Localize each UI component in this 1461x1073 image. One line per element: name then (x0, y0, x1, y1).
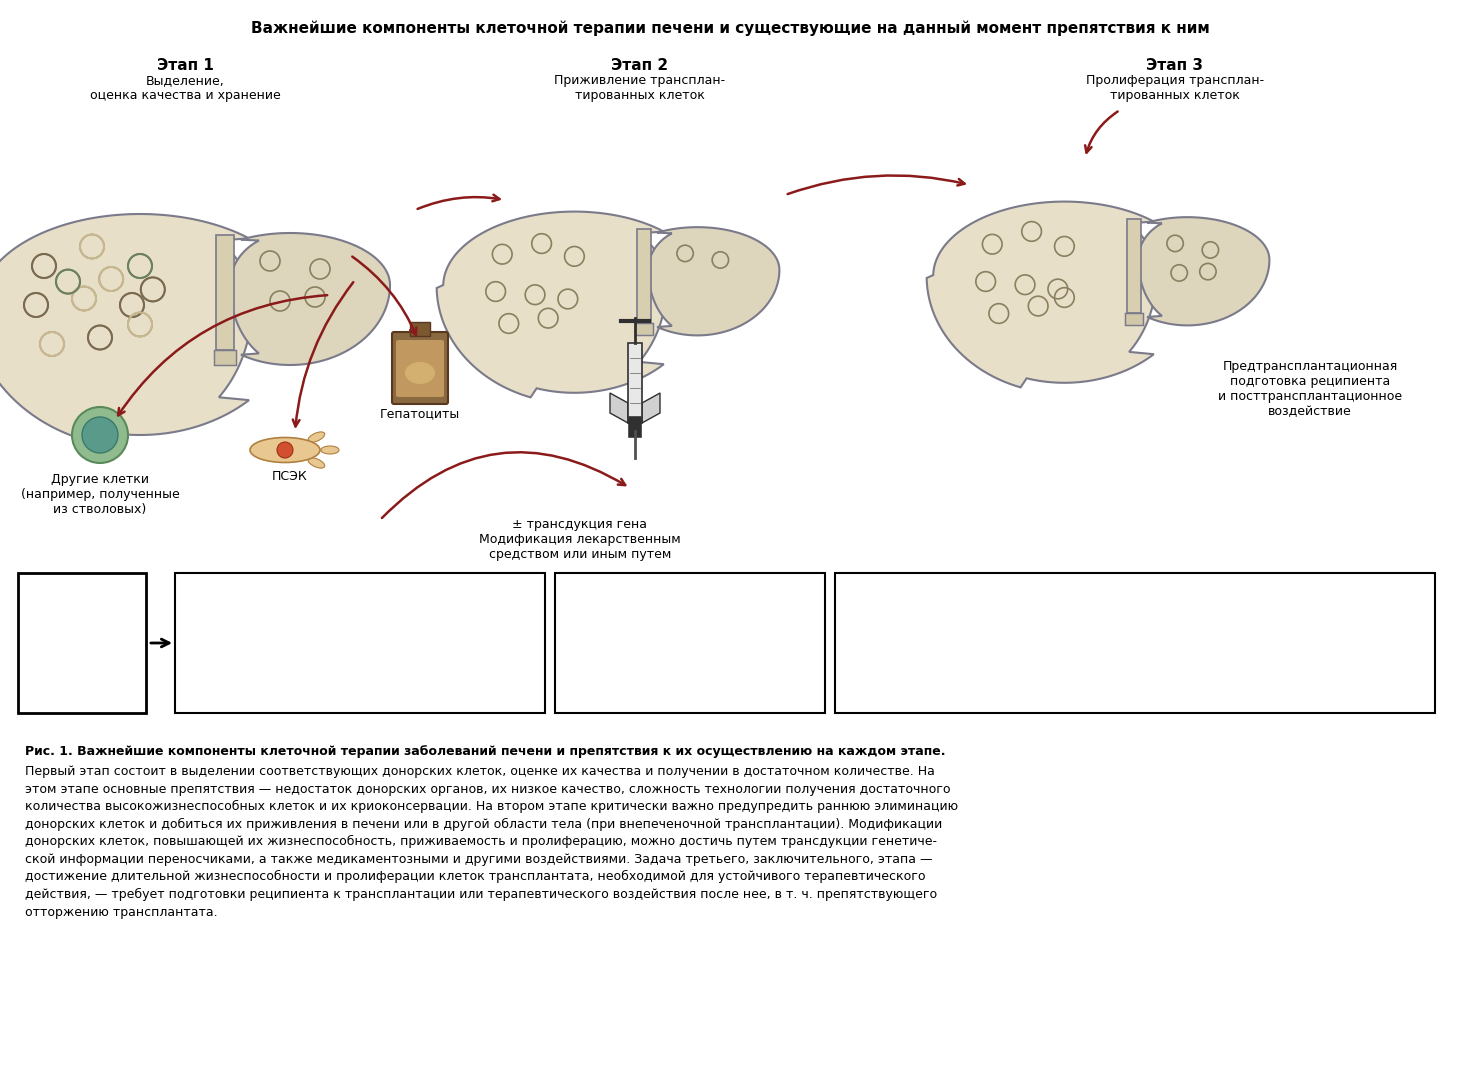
Polygon shape (437, 211, 666, 397)
FancyBboxPatch shape (396, 340, 444, 397)
FancyBboxPatch shape (411, 322, 430, 336)
Text: Первый этап состоит в выделении соответствующих донорских клеток, оценке их каче: Первый этап состоит в выделении соответс… (25, 765, 958, 918)
FancyBboxPatch shape (637, 229, 652, 323)
Circle shape (82, 417, 118, 453)
Text: Предтрансплантационная
подготовка реципиента
и посттрансплантационное
воздействи: Предтрансплантационная подготовка реципи… (1218, 361, 1403, 418)
Text: Другие клетки
(например, полученные
из стволовых): Другие клетки (например, полученные из с… (20, 473, 180, 516)
Bar (555, 573, 825, 712)
Bar (175, 573, 545, 712)
Ellipse shape (250, 438, 320, 462)
Bar (1125, 313, 1143, 325)
Bar (215, 350, 235, 365)
Circle shape (72, 407, 129, 464)
Polygon shape (229, 233, 390, 365)
FancyBboxPatch shape (216, 235, 234, 350)
Bar (636, 323, 653, 336)
Polygon shape (926, 202, 1156, 387)
Bar (836, 573, 1435, 712)
Text: Гепатоциты: Гепатоциты (380, 407, 460, 420)
Text: Приживление трансплан-
тированных клеток: Приживление трансплан- тированных клеток (554, 74, 726, 102)
Text: Выделение,
оценка качества и хранение: Выделение, оценка качества и хранение (89, 74, 281, 102)
Text: Этап 2: Этап 2 (612, 58, 669, 73)
Ellipse shape (405, 362, 435, 384)
Ellipse shape (308, 432, 324, 442)
Text: ± трансдукция гена
Модификация лекарственным
средством или иным путем: ± трансдукция гена Модификация лекарстве… (479, 518, 681, 561)
Polygon shape (1138, 217, 1270, 325)
Text: Этап 1: Этап 1 (156, 58, 213, 73)
Text: • Низкое качество донорского органа
• Малое число и низкая
  жизнеспособность кл: • Низкое качество донорского органа • Ма… (188, 585, 441, 670)
Bar (628, 343, 641, 423)
Text: Пролиферация трансплан-
тированных клеток: Пролиферация трансплан- тированных клето… (1086, 74, 1264, 102)
Bar (18, 573, 146, 712)
Text: Важнейшие компоненты клеточной терапии печени и существующие на данный момент пр: Важнейшие компоненты клеточной терапии п… (251, 20, 1210, 35)
Text: ПСЭК: ПСЭК (272, 470, 308, 483)
FancyBboxPatch shape (1126, 219, 1141, 313)
Ellipse shape (308, 458, 324, 468)
FancyBboxPatch shape (392, 332, 449, 405)
Text: Рис. 1. Важнейшие компоненты клеточной терапии заболеваний печени и препятствия : Рис. 1. Важнейшие компоненты клеточной т… (25, 745, 945, 758)
Polygon shape (611, 393, 628, 423)
Circle shape (278, 442, 294, 458)
Text: Быстрая элиминация
большинства транс-
плантированных
клеток из печени: Быстрая элиминация большинства транс- пл… (619, 609, 760, 677)
Polygon shape (649, 227, 779, 336)
Text: Этап 3: Этап 3 (1147, 58, 1204, 73)
Text: • Отсутствие пролиферации транс-
  плантированных клеток в печени
• Отторжение т: • Отсутствие пролиферации транс- плантир… (847, 591, 1086, 640)
Polygon shape (641, 393, 660, 423)
Polygon shape (0, 214, 251, 441)
Text: Основные
препятствия: Основные препятствия (37, 629, 127, 657)
Ellipse shape (321, 446, 339, 454)
